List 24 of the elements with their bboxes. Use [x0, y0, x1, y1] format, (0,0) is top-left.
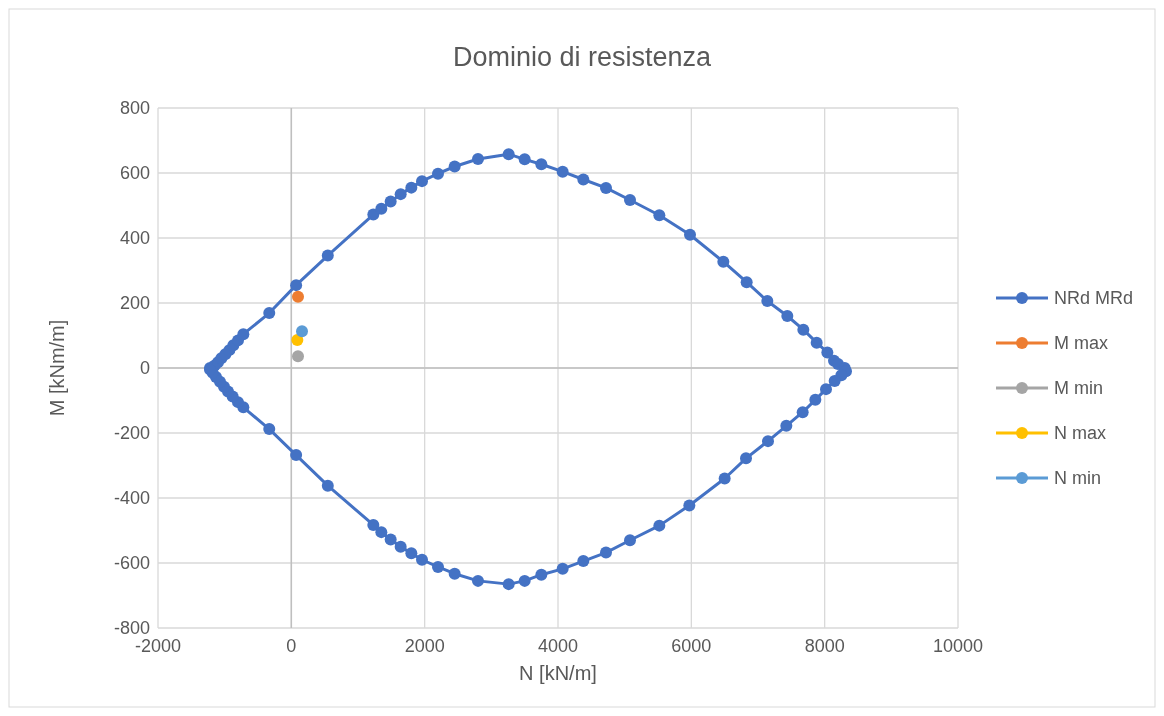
y-axis-title: M [kNm/m] — [46, 319, 68, 417]
y-tick-label: -600 — [113, 553, 150, 574]
x-tick-label: 0 — [286, 636, 297, 656]
x-tick-label: -2000 — [134, 636, 182, 656]
x-axis-title: N [kN/m] — [519, 662, 597, 684]
y-tick-label: -800 — [113, 618, 150, 639]
y-tick-label: 600 — [119, 163, 150, 184]
x-tick-label: 4000 — [537, 636, 579, 656]
x-tick-label: 2000 — [404, 636, 445, 656]
legend-label: N min — [1054, 468, 1102, 489]
legend-label: NRd MRd — [1054, 288, 1134, 309]
legend-label: M max — [1054, 333, 1108, 354]
x-tick-label: 6000 — [671, 636, 712, 656]
legend-label: M min — [1054, 378, 1103, 399]
x-tick-label: 8000 — [804, 636, 845, 656]
y-tick-label: -400 — [113, 488, 150, 509]
x-tick-label: 10000 — [932, 636, 984, 656]
chart-title: Dominio di resistenza — [452, 42, 713, 72]
legend-label: N max — [1054, 423, 1107, 444]
y-tick-label: 200 — [119, 293, 150, 314]
y-tick-label: 400 — [119, 228, 150, 249]
y-tick-label: 800 — [119, 98, 150, 119]
y-tick-label: 0 — [139, 358, 150, 379]
y-tick-label: -200 — [113, 423, 150, 444]
